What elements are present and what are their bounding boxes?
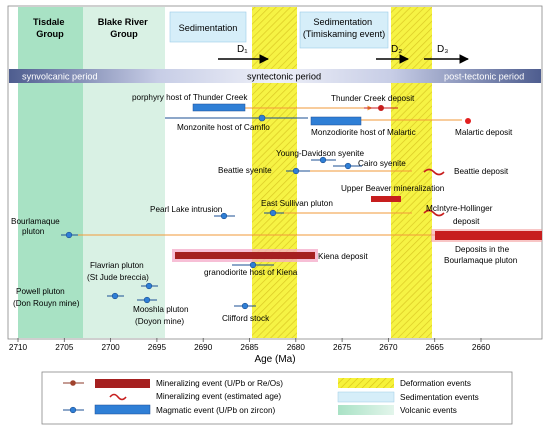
flavrian-label: Flavrian pluton (St Jude breccia): [87, 261, 149, 282]
deformation-band-d2-d3: [391, 7, 432, 338]
bourlamaque-deposits-label: Deposits in the Bourlamaque pluton: [444, 245, 518, 265]
legend-volcanic-label: Volcanic events: [400, 406, 457, 415]
blake-river-group-label: Blake River Group: [98, 17, 151, 39]
tisdale-group-label: Tisdale Group: [33, 17, 67, 39]
bourlamaque-label: Bourlamaque pluton: [11, 217, 62, 236]
cairo-label: Cairo syenite: [358, 159, 406, 168]
axis-tick-label-2680: 2680: [287, 343, 306, 352]
axis-tick-label-2685: 2685: [240, 343, 259, 352]
young-davidson-label: Young-Davidson syenite: [276, 149, 364, 158]
legend-mineral-dated-label: Mineralizing event (U/Pb or Re/Os): [156, 379, 283, 388]
axis-tick-label-2700: 2700: [101, 343, 120, 352]
pearl-lake-label: Pearl Lake intrusion: [150, 205, 223, 214]
malartic-host-label: Monzodiorite host of Malartic: [311, 128, 416, 137]
axis-tick-label-2660: 2660: [472, 343, 491, 352]
cairo-point: [344, 162, 352, 170]
upper-beaver-bar: [371, 196, 401, 202]
sedimentation-label-1: Sedimentation: [179, 23, 238, 33]
sedimentation-label-2: Sedimentation (Timiskaming event): [303, 17, 385, 39]
beattie-deposit-label: Beattie deposit: [454, 167, 509, 176]
axis-tick-label-2690: 2690: [194, 343, 213, 352]
blake-river-volcanic-band: [83, 7, 165, 338]
beattie-syenite-label: Beattie syenite: [218, 166, 272, 175]
legend-sedimentation-label: Sedimentation events: [400, 393, 479, 402]
synvolcanic-label: synvolcanic period: [22, 72, 98, 82]
d3-label: D₃: [437, 44, 448, 55]
kiena-host-label: granodiorite host of Kiena: [204, 268, 298, 277]
bourlamaque-deposits-bar: [435, 231, 542, 240]
legend-deformation-label: Deformation events: [400, 379, 471, 388]
malartic-host-bar: [310, 116, 362, 126]
mcintyre-label: McIntyre-Hollinger deposit: [426, 204, 495, 226]
east-sullivan-point: [269, 209, 277, 217]
legend-mineral-dated-point: [70, 380, 76, 386]
post-tectonic-label: post-tectonic period: [444, 72, 524, 82]
mcintyre-estimated-mineralization: [423, 209, 445, 217]
kiena-host-point: [249, 261, 257, 269]
malartic-deposit-point: [465, 118, 471, 124]
legend-magmatic-label: Magmatic event (U/Pb on zircon): [156, 406, 275, 415]
young-davidson-point: [319, 156, 327, 164]
legend-deformation-swatch: [338, 378, 394, 388]
sedimentation-box-2: [299, 11, 389, 49]
bourlamaque-point: [65, 231, 73, 239]
powell-label: Powell pluton (Don Rouyn mine): [13, 287, 80, 308]
legend-mineral-estimated-label: Mineralizing event (estimated age): [156, 392, 281, 401]
beattie-syenite-point: [292, 167, 300, 175]
camflo-host-label: Monzonite host of Camflo: [177, 123, 270, 132]
thunder-creek-deposit-point: [378, 105, 384, 111]
pearl-lake-point: [220, 212, 228, 220]
axis-tick-label-2705: 2705: [55, 343, 74, 352]
legend-mineral-dated-bar: [95, 379, 150, 388]
d1-label: D₁: [237, 44, 248, 55]
axis-tick-label-2710: 2710: [9, 343, 28, 352]
thunder-creek-host-label: porphyry host of Thunder Creek: [132, 93, 248, 102]
thunder-creek-deposit-label: Thunder Creek deposit: [331, 94, 415, 103]
flavrian-point: [145, 282, 153, 290]
legend-magmatic-bar: [94, 404, 151, 415]
axis-tick-label-2695: 2695: [148, 343, 167, 352]
clifford-point: [241, 302, 249, 310]
axis-tick-label-2675: 2675: [333, 343, 352, 352]
clifford-label: Clifford stock: [222, 314, 270, 323]
thunder-creek-host-bar: [192, 103, 246, 112]
legend-sedimentation-swatch: [337, 391, 395, 403]
upper-beaver-label: Upper Beaver mineralization: [341, 184, 445, 193]
beattie-estimated-mineralization: [423, 168, 445, 176]
axis-tick-label-2665: 2665: [426, 343, 445, 352]
kiena-deposit-label: Kiena deposit: [318, 252, 368, 261]
kiena-deposit-bar: [175, 252, 315, 259]
tisdale-volcanic-band: [18, 7, 83, 338]
camflo-point: [258, 114, 266, 122]
legend-volcanic-swatch: [338, 405, 394, 415]
axis-tick-label-2670: 2670: [379, 343, 398, 352]
mooshla-point: [143, 296, 151, 304]
axis-label: Age (Ma): [254, 354, 295, 365]
syntectonic-label: syntectonic period: [247, 72, 321, 82]
legend-mineral-estimated-icon: [109, 393, 127, 401]
age-axis: 2710 2705 2700 2695 2690 2685 2680 2675 2670 2665…: [9, 338, 491, 352]
malartic-deposit-label: Malartic deposit: [455, 128, 513, 137]
legend-magmatic-point: [69, 406, 77, 414]
sedimentation-box-1: [169, 11, 247, 43]
d2-label: D₂: [391, 44, 402, 55]
mooshla-label: Mooshla pluton (Doyon mine): [133, 305, 191, 326]
period-bar: [9, 69, 541, 83]
east-sullivan-label: East Sullivan pluton: [261, 199, 333, 208]
powell-point: [111, 292, 119, 300]
